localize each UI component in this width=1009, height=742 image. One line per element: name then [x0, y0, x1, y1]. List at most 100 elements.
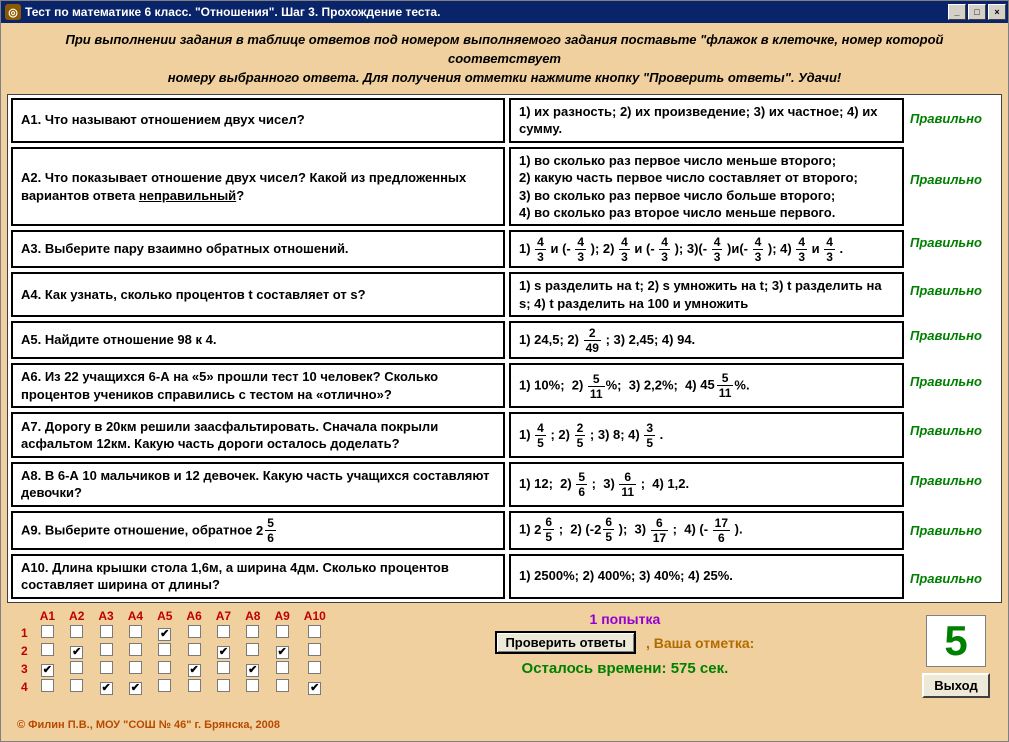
- instruction-text: При выполнении задания в таблице ответов…: [7, 29, 1002, 94]
- result-cell: Правильно: [908, 408, 998, 454]
- answer-checkbox[interactable]: [100, 661, 113, 674]
- answer-row-label: 1: [15, 624, 32, 642]
- result-column: Правильно Правильно Правильно Правильно …: [908, 98, 998, 599]
- question-text: А10. Длина крышки стола 1,6м, а ширина 4…: [21, 559, 495, 594]
- check-answers-button[interactable]: Проверить ответы: [495, 631, 636, 654]
- question-row: А6. Из 22 учащихся 6-А на «5» прошли тес…: [11, 363, 904, 408]
- question-text: А3. Выберите пару взаимно обратных отнош…: [21, 240, 349, 258]
- answer-checkbox[interactable]: [217, 625, 230, 638]
- answer-checkbox[interactable]: ✔: [129, 682, 142, 695]
- answer-checkbox[interactable]: [276, 661, 289, 674]
- answer-checkbox[interactable]: ✔: [100, 682, 113, 695]
- test-area: А1. Что называют отношением двух чисел? …: [7, 94, 1002, 603]
- answer-col-header: А8: [239, 609, 266, 624]
- answer-checkbox[interactable]: [188, 625, 201, 638]
- answer-checkbox[interactable]: [308, 625, 321, 638]
- result-cell: Правильно: [908, 98, 998, 140]
- answer-checkbox[interactable]: [246, 625, 259, 638]
- answer-row-label: 2: [15, 642, 32, 660]
- answer-checkbox[interactable]: [41, 679, 54, 692]
- close-button[interactable]: ×: [988, 4, 1006, 20]
- question-text: А8. В 6-А 10 мальчиков и 12 девочек. Как…: [21, 467, 495, 502]
- answer-row-label: 3: [15, 660, 32, 678]
- answer-checkbox[interactable]: [129, 661, 142, 674]
- answer-checkbox[interactable]: ✔: [217, 646, 230, 659]
- result-cell: Правильно: [908, 270, 998, 312]
- minimize-button[interactable]: _: [948, 4, 966, 20]
- answer-col-header: А5: [151, 609, 178, 624]
- instruction-line2: номеру выбранного ответа. Для получения …: [168, 70, 842, 85]
- answer-col-header: А4: [122, 609, 149, 624]
- result-cell: Правильно: [908, 358, 998, 404]
- question-text: А9. Выберите отношение, обратное 256: [21, 517, 277, 544]
- answer-table: А1А2А3А4А5А6А7А8А9А101✔2✔✔✔3✔✔✔4✔✔✔: [13, 609, 334, 696]
- answer-text: 1) 12; 2) 56 ; 3) 611 ; 4) 1,2.: [519, 471, 689, 498]
- result-cell: Правильно: [908, 557, 998, 599]
- answer-checkbox[interactable]: ✔: [246, 664, 259, 677]
- answer-cell: 1) во сколько раз первое число меньше вт…: [509, 147, 904, 226]
- answer-checkbox[interactable]: ✔: [158, 628, 171, 641]
- answer-checkbox[interactable]: [158, 661, 171, 674]
- question-row: А8. В 6-А 10 мальчиков и 12 девочек. Как…: [11, 462, 904, 507]
- question-cell: А10. Длина крышки стола 1,6м, а ширина 4…: [11, 554, 505, 599]
- answer-checkbox[interactable]: [158, 679, 171, 692]
- answer-cell: 1) 45 ; 2) 25 ; 3) 8; 4) 35 .: [509, 412, 904, 457]
- answer-text: 1) 24,5; 2) 249 ; 3) 2,45; 4) 94.: [519, 327, 695, 354]
- answer-checkbox[interactable]: [246, 643, 259, 656]
- answer-checkbox[interactable]: [217, 679, 230, 692]
- answer-text: 1) 45 ; 2) 25 ; 3) 8; 4) 35 .: [519, 422, 663, 449]
- question-text: А1. Что называют отношением двух чисел?: [21, 111, 305, 129]
- answer-checkbox[interactable]: ✔: [276, 646, 289, 659]
- answer-checkbox[interactable]: [70, 661, 83, 674]
- answer-checkbox[interactable]: ✔: [188, 664, 201, 677]
- question-cell: А6. Из 22 учащихся 6-А на «5» прошли тес…: [11, 363, 505, 408]
- question-cell: А5. Найдите отношение 98 к 4.: [11, 321, 505, 359]
- answer-checkbox[interactable]: [100, 625, 113, 638]
- app-window: ◎ Тест по математике 6 класс. "Отношения…: [0, 0, 1009, 742]
- answer-checkbox[interactable]: [246, 679, 259, 692]
- answer-checkbox[interactable]: [41, 625, 54, 638]
- question-row: А4. Как узнать, сколько процентов t сост…: [11, 272, 904, 317]
- answer-checkbox[interactable]: [217, 661, 230, 674]
- answer-checkbox[interactable]: [41, 643, 54, 656]
- bottom-panel: А1А2А3А4А5А6А7А8А9А101✔2✔✔✔3✔✔✔4✔✔✔ 1 по…: [7, 603, 1002, 719]
- answer-col-header: А2: [63, 609, 90, 624]
- score-box: 5: [926, 615, 986, 667]
- answer-checkbox[interactable]: [70, 679, 83, 692]
- mid-panel: 1 попытка Проверить ответы , Ваша отметк…: [344, 609, 906, 719]
- question-row: А9. Выберите отношение, обратное 256 1) …: [11, 511, 904, 549]
- answer-checkbox[interactable]: [158, 643, 171, 656]
- result-cell: Правильно: [908, 220, 998, 266]
- answer-text: 1) их разность; 2) их произведение; 3) и…: [519, 103, 894, 138]
- question-cell: А4. Как узнать, сколько процентов t сост…: [11, 272, 505, 317]
- answer-row-label: 4: [15, 678, 32, 696]
- answer-grid: А1А2А3А4А5А6А7А8А9А101✔2✔✔✔3✔✔✔4✔✔✔: [13, 609, 334, 719]
- right-panel: 5 Выход: [916, 609, 996, 719]
- answer-checkbox[interactable]: [129, 625, 142, 638]
- answer-cell: 1) 10%; 2) 511%; 3) 2,2%; 4) 45511%.: [509, 363, 904, 408]
- answer-checkbox[interactable]: ✔: [308, 682, 321, 695]
- exit-button[interactable]: Выход: [922, 673, 989, 698]
- answer-checkbox[interactable]: [308, 661, 321, 674]
- client-area: При выполнении задания в таблице ответов…: [1, 23, 1008, 741]
- question-cell: А7. Дорогу в 20км решили заасфальтироват…: [11, 412, 505, 457]
- answer-text: 1) во сколько раз первое число меньше вт…: [519, 152, 858, 222]
- answer-checkbox[interactable]: [188, 643, 201, 656]
- question-text: А2. Что показывает отношение двух чисел?…: [21, 169, 495, 204]
- answer-text: 1) 43 и (- 43 ); 2) 43 и (- 43 ); 3)(- 4…: [519, 236, 843, 263]
- maximize-button[interactable]: □: [968, 4, 986, 20]
- answer-checkbox[interactable]: [188, 679, 201, 692]
- answer-checkbox[interactable]: [276, 625, 289, 638]
- answer-checkbox[interactable]: [100, 643, 113, 656]
- answer-checkbox[interactable]: [129, 643, 142, 656]
- titlebar: ◎ Тест по математике 6 класс. "Отношения…: [1, 1, 1008, 23]
- answer-cell: 1) 2500%; 2) 400%; 3) 40%; 4) 25%.: [509, 554, 904, 599]
- answer-checkbox[interactable]: ✔: [41, 664, 54, 677]
- time-remaining: Осталось времени: 575 сек.: [522, 660, 729, 677]
- answer-checkbox[interactable]: [70, 625, 83, 638]
- answer-checkbox[interactable]: [276, 679, 289, 692]
- window-buttons: _ □ ×: [946, 4, 1006, 20]
- answer-checkbox[interactable]: ✔: [70, 646, 83, 659]
- qa-column: А1. Что называют отношением двух чисел? …: [11, 98, 904, 599]
- answer-checkbox[interactable]: [308, 643, 321, 656]
